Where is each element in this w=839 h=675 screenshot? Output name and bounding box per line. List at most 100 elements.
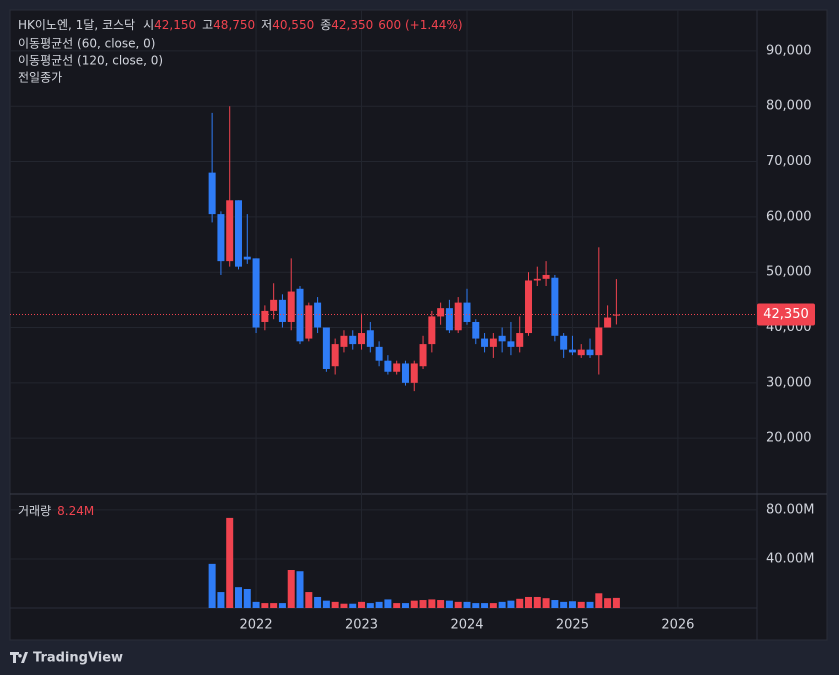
volume-bar [533,596,541,608]
volume-bar [560,601,568,608]
candle-body [278,299,286,322]
volume-bar [401,603,409,608]
symbol: HK이노엔, 1달, 코스닥 [18,18,135,32]
volume-bar [393,603,401,608]
volume-bar [489,603,497,608]
y-tick-label: 30,000 [766,375,812,390]
volume-bar [243,589,251,608]
candle-body [445,308,453,331]
brand[interactable]: TradingView [10,651,123,666]
field-value: 48,750 [213,18,255,32]
x-tick-label: 2022 [240,618,273,633]
candle-body [410,363,418,383]
candle-body [595,327,603,356]
candle-body [437,308,445,317]
volume-bar [612,597,620,608]
y-tick-label: 90,000 [766,43,812,58]
volume-bar [586,601,594,608]
volume-bar [270,603,278,608]
volume-bar [349,603,357,608]
change: 600 (+1.44%) [378,18,462,32]
y-tick-label: 80,000 [766,99,812,114]
indicator: 이동평균선 (120, close, 0) [18,54,163,68]
candle-body [577,349,585,356]
volume-bar [217,592,225,608]
volume-bar [595,593,603,608]
candle-body [612,314,620,316]
volume-bar [314,596,322,608]
volume-bar [358,601,366,608]
candle-body [226,200,234,262]
candle-body [393,363,401,372]
candle-body [568,349,576,353]
volume-bar [384,599,392,608]
candle-body [261,310,269,322]
candle-body [604,317,612,328]
candle-body [243,256,251,260]
candle-body [340,335,348,347]
volume-bar [208,563,216,608]
volume-bar [226,517,234,608]
candle-body [234,200,242,267]
volume-bar [437,600,445,608]
volume-value: 8.24M [57,504,94,518]
candle-body [516,333,524,347]
volume-bar [322,600,330,608]
volume-bar [516,598,524,608]
volume-bar [366,603,374,608]
y-tick-label: 60,000 [766,209,812,224]
candle-body [498,335,506,342]
candle-body [551,277,559,336]
candle-body [270,299,278,311]
legend-header: HK이노엔, 1달, 코스닥 시42,150 고48,750 저40,550 종42,3… [18,18,463,32]
y-tick-label: 20,000 [766,431,812,446]
volume-bar [375,601,383,608]
field-key: 시 [143,18,154,32]
volume-bar [507,600,515,608]
volume-bar [604,598,612,608]
candle-body [472,321,480,339]
volume-bar [568,601,576,608]
volume-bar [419,600,427,608]
candle-body [252,258,260,328]
field-key: 종 [320,18,331,32]
candle-body [533,278,541,281]
field-value: 42,150 [154,18,196,32]
candle-body [586,349,594,356]
candle-body [401,363,409,383]
candle-body [314,302,322,328]
x-tick-label: 2026 [661,618,694,633]
candle-body [542,274,550,279]
volume-bar [331,601,339,608]
volume-bar [472,603,480,608]
candle-body [287,291,295,322]
brand-logo [10,652,28,663]
candle-body [489,338,497,347]
volume-bar [454,601,462,608]
volume-bar [278,603,286,608]
volume-bar [340,603,348,608]
volume-legend: 거래량 8.24M [18,504,94,518]
volume-bar [234,587,242,608]
volume-bar [551,600,559,608]
volume-bar [428,599,436,608]
volume-bar [410,600,418,608]
candle-body [375,346,383,361]
indicator: 전일종가 [18,71,62,85]
volume-tick-label: 80.00M [766,502,814,517]
volume-bar [445,600,453,608]
candle-body [419,344,427,367]
chart-pane [9,9,828,641]
volume-bar [481,603,489,608]
y-tick-label: 70,000 [766,154,812,169]
volume-tick-label: 40.00M [766,551,814,566]
field-value: 40,550 [272,18,314,32]
field-key: 고 [202,18,213,32]
field-value: 42,350 [331,18,373,32]
candle-body [366,330,374,347]
x-tick-label: 2025 [556,618,589,633]
field-key: 저 [261,18,272,32]
volume-bar [525,596,533,608]
